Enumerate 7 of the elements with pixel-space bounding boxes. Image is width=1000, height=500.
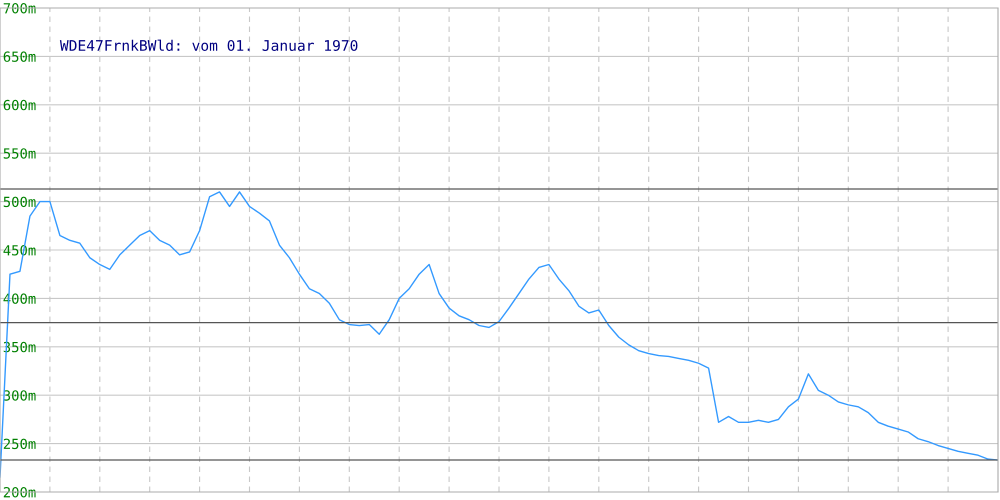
y-tick-label: 600m [4, 100, 36, 110]
text: WDE47FrnkBWld: vom 01. Januar 1970 [60, 40, 358, 51]
y-tick-label: 650m [4, 51, 36, 62]
line-series [0, 191, 998, 478]
y-tick-label: 550m [4, 148, 36, 159]
y-tick-label: 500m [4, 196, 36, 208]
y-tick-label: 250m [4, 438, 36, 450]
